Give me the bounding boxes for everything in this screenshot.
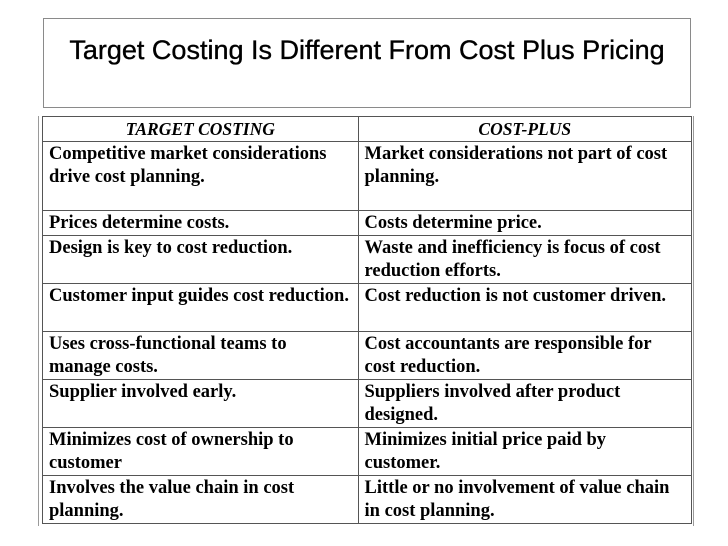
target-costing-cell: Supplier involved early. xyxy=(42,379,359,428)
cost-plus-cell: Little or no involvement of value chain … xyxy=(357,475,693,524)
cost-plus-cell: Cost reduction is not customer driven. xyxy=(357,283,693,332)
cost-plus-cell: Costs determine price. xyxy=(357,210,693,236)
target-costing-cell: Design is key to cost reduction. xyxy=(42,235,359,284)
target-costing-cell: Customer input guides cost reduction. xyxy=(42,283,359,332)
header-target-costing: TARGET COSTING xyxy=(42,116,359,142)
target-costing-cell: Uses cross-functional teams to manage co… xyxy=(42,331,359,380)
table-row: Minimizes cost of ownership to customer … xyxy=(42,427,693,476)
cost-plus-cell: Market considerations not part of cost p… xyxy=(357,141,693,211)
comparison-table: TARGET COSTING COST-PLUS Competitive mar… xyxy=(42,116,693,524)
target-costing-cell: Competitive market considerations drive … xyxy=(42,141,359,211)
cost-plus-cell: Minimizes initial price paid by customer… xyxy=(357,427,693,476)
slide-title: Target Costing Is Different From Cost Pl… xyxy=(69,35,665,65)
table-row: Design is key to cost reduction. Waste a… xyxy=(42,235,693,284)
cost-plus-cell: Cost accountants are responsible for cos… xyxy=(357,331,693,380)
table-row: Uses cross-functional teams to manage co… xyxy=(42,331,693,380)
target-costing-cell: Minimizes cost of ownership to customer xyxy=(42,427,359,476)
comparison-table-frame: TARGET COSTING COST-PLUS Competitive mar… xyxy=(38,116,694,526)
table-row: Competitive market considerations drive … xyxy=(42,141,693,211)
table-row: Involves the value chain in cost plannin… xyxy=(42,475,693,524)
target-costing-cell: Prices determine costs. xyxy=(42,210,359,236)
table-row: Supplier involved early. Suppliers invol… xyxy=(42,379,693,428)
slide-title-box: Target Costing Is Different From Cost Pl… xyxy=(43,18,691,108)
cost-plus-cell: Suppliers involved after product designe… xyxy=(357,379,693,428)
table-row: Prices determine costs. Costs determine … xyxy=(42,210,693,236)
cost-plus-cell: Waste and inefficiency is focus of cost … xyxy=(357,235,693,284)
table-header-row: TARGET COSTING COST-PLUS xyxy=(42,116,693,142)
target-costing-cell: Involves the value chain in cost plannin… xyxy=(42,475,359,524)
table-row: Customer input guides cost reduction. Co… xyxy=(42,283,693,332)
header-cost-plus: COST-PLUS xyxy=(357,116,693,142)
